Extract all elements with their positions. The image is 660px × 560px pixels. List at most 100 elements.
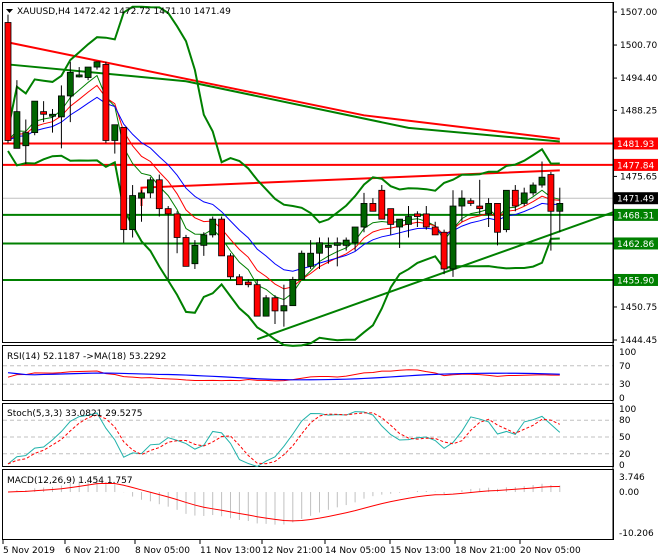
candle[interactable] [324, 237, 332, 264]
collapse-triangle-icon[interactable] [6, 9, 13, 13]
candle[interactable] [529, 182, 537, 196]
chart-header: XAUUSD,H4 1472.42 1472.72 1471.10 1471.4… [17, 7, 231, 17]
candle-body [485, 203, 493, 215]
candle[interactable] [351, 226, 359, 251]
candle[interactable] [405, 206, 412, 238]
candle[interactable] [431, 221, 439, 236]
candle-body [431, 226, 439, 236]
candle[interactable] [173, 211, 181, 254]
candle-body [129, 195, 137, 231]
candle[interactable] [520, 187, 528, 207]
candle-body [458, 197, 466, 207]
candle[interactable] [200, 232, 208, 256]
macd-signal-line [7, 482, 560, 522]
candle[interactable] [146, 177, 154, 199]
price-pane[interactable] [3, 5, 614, 347]
candle[interactable] [262, 295, 270, 317]
candle[interactable] [164, 206, 172, 280]
price-tick-label: 1494.40 [620, 74, 657, 84]
candle[interactable] [182, 234, 190, 267]
candle[interactable] [218, 216, 226, 257]
candle[interactable] [476, 179, 484, 214]
candle-body [342, 239, 350, 246]
candle[interactable] [191, 240, 199, 269]
candle-body [396, 218, 404, 228]
candle[interactable] [102, 61, 110, 144]
candle[interactable] [138, 190, 145, 222]
candle[interactable] [316, 237, 323, 269]
candle-body [173, 213, 181, 238]
candle[interactable] [111, 124, 119, 154]
candle[interactable] [494, 203, 501, 246]
candle[interactable] [422, 206, 430, 230]
candle[interactable] [413, 211, 421, 228]
price-tick-label: 1475.65 [620, 172, 657, 182]
candle-body [244, 281, 252, 286]
macd-tick-label: 0.00 [619, 488, 639, 498]
rsi-tick-label: 100 [619, 348, 636, 358]
candle[interactable] [387, 208, 395, 235]
support-trendline[interactable] [256, 211, 614, 341]
candle[interactable] [440, 229, 448, 275]
candle[interactable] [120, 126, 128, 243]
candle[interactable] [253, 279, 261, 317]
candle[interactable] [129, 185, 137, 238]
candle[interactable] [66, 61, 74, 123]
rsi-pane[interactable] [3, 365, 613, 385]
level-price-label: 1468.31 [617, 211, 654, 221]
candle[interactable] [58, 85, 65, 149]
time-tick-label: 18 Nov 21:00 [455, 546, 516, 556]
ma-mid-line [7, 84, 560, 290]
candle[interactable] [31, 100, 39, 136]
candle[interactable] [227, 253, 234, 280]
candle[interactable] [75, 67, 83, 78]
candle[interactable] [93, 61, 101, 70]
candle[interactable] [280, 284, 288, 327]
candle[interactable] [298, 250, 306, 280]
candle-body [218, 218, 226, 257]
stochastic-pane[interactable] [3, 411, 613, 468]
candle[interactable] [244, 279, 252, 288]
candle[interactable] [485, 198, 493, 228]
candle[interactable] [511, 185, 519, 212]
candle[interactable] [396, 218, 404, 248]
candle[interactable] [4, 14, 12, 144]
candle-body [40, 111, 47, 115]
candle[interactable] [467, 198, 475, 207]
candle[interactable] [307, 240, 315, 269]
candle-body [253, 284, 261, 317]
candle[interactable] [155, 174, 163, 217]
candle[interactable] [547, 171, 555, 251]
candle[interactable] [49, 109, 56, 133]
candle[interactable] [289, 276, 297, 307]
time-tick-label: 11 Nov 13:00 [200, 546, 261, 556]
candle[interactable] [22, 119, 30, 165]
candle[interactable] [235, 274, 243, 286]
candle-body [289, 279, 297, 307]
time-tick-label: 15 Nov 13:00 [390, 546, 451, 556]
candle[interactable] [502, 189, 510, 233]
candle[interactable] [333, 237, 341, 267]
candle[interactable] [209, 216, 217, 238]
candle[interactable] [360, 192, 368, 233]
time-tick-label: 5 Nov 2019 [3, 546, 55, 556]
candle[interactable] [449, 190, 457, 277]
candle-body [520, 192, 528, 204]
macd-pane[interactable] [7, 478, 561, 525]
candle[interactable] [13, 80, 21, 149]
candle[interactable] [458, 190, 466, 222]
candle[interactable] [378, 185, 386, 220]
candle[interactable] [40, 101, 47, 123]
candle[interactable] [271, 295, 279, 325]
candle-body [387, 208, 395, 225]
candle[interactable] [556, 187, 564, 233]
candle[interactable] [538, 161, 546, 188]
candle-body [227, 255, 234, 278]
candle[interactable] [342, 237, 350, 251]
candle[interactable] [84, 66, 92, 81]
time-tick-label: 14 Nov 05:00 [325, 546, 386, 556]
stoch-signal-line [7, 412, 561, 465]
candle[interactable] [369, 198, 377, 212]
